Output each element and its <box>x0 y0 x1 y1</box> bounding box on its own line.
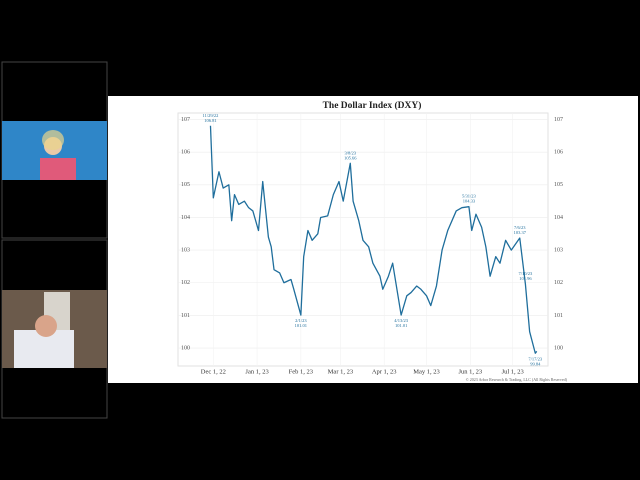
annotation-value: 104.33 <box>463 199 476 204</box>
y2-tick-label: 102 <box>554 280 563 286</box>
annotation-value: 101.01 <box>395 323 407 328</box>
x-tick-label: Jul 1, 23 <box>502 368 524 375</box>
person <box>40 158 76 180</box>
annotation-value: 101.96 <box>519 276 532 281</box>
y2-tick-label: 100 <box>554 345 563 351</box>
annotation-date: 7/17/23 <box>528 356 543 361</box>
y2-tick-label: 105 <box>554 182 563 188</box>
annotation-date: 3/8/23 <box>345 150 357 155</box>
annotation-date: 5/31/23 <box>462 194 477 199</box>
annotation-date: 4/13/23 <box>394 318 409 323</box>
y2-tick-label: 107 <box>554 117 563 123</box>
line-series <box>209 125 538 354</box>
y-tick-label: 103 <box>181 247 190 253</box>
annotation-date: 7/10/23 <box>519 271 534 276</box>
x-tick-label: May 1, 23 <box>413 368 440 375</box>
x-tick-label: Mar 1, 23 <box>328 368 353 375</box>
shared-slide <box>108 96 638 383</box>
footer: © 2023 Arbor Research & Trading, LLC (Al… <box>466 377 568 383</box>
x-tick-label: Jun 1, 23 <box>459 368 483 375</box>
chart-title: The Dollar Index (DXY) <box>323 100 422 111</box>
y-tick-label: 104 <box>181 215 190 221</box>
x-tick-label: Dec 1, 22 <box>201 368 226 375</box>
x-tick-label: Apr 1, 23 <box>372 368 397 375</box>
y-tick-label: 102 <box>181 280 190 286</box>
person-head <box>35 315 57 337</box>
y-tick-label: 105 <box>181 182 190 188</box>
x-tick-label: Feb 1, 23 <box>289 368 313 375</box>
annotation-value: 106.81 <box>204 118 216 123</box>
y2-tick-label: 104 <box>554 215 563 221</box>
annotation-value: 101.01 <box>295 323 307 328</box>
hair <box>42 130 64 150</box>
annotation-value: 103.37 <box>514 230 527 235</box>
annotation-date: 7/6/23 <box>514 225 526 230</box>
y2-tick-label: 106 <box>554 150 563 156</box>
x-tick-label: Jan 1, 23 <box>245 368 268 375</box>
y-tick-label: 107 <box>181 117 190 123</box>
annotation-date: 2/1/23 <box>295 318 307 323</box>
y-tick-label: 101 <box>181 313 190 319</box>
y2-tick-label: 103 <box>554 247 563 253</box>
annotation-date: 11/29/22 <box>203 113 219 118</box>
video-tile <box>1 61 108 239</box>
plot-frame <box>177 112 549 367</box>
video-tile <box>1 239 108 419</box>
annotation-value: 105.66 <box>344 155 357 160</box>
y-tick-label: 100 <box>181 345 190 351</box>
annotation-value: 99.84 <box>530 361 541 366</box>
y-tick-label: 106 <box>181 150 190 156</box>
y2-tick-label: 101 <box>554 313 563 319</box>
